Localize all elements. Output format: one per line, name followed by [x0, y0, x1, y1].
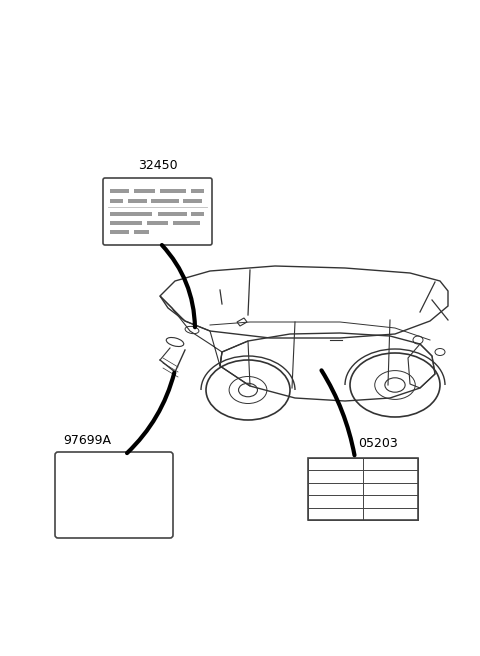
- Bar: [110, 221, 142, 225]
- Bar: [308, 458, 418, 520]
- Bar: [110, 199, 123, 203]
- Bar: [159, 190, 186, 194]
- Bar: [110, 190, 129, 194]
- Bar: [134, 230, 149, 234]
- Text: 32450: 32450: [138, 159, 177, 172]
- FancyBboxPatch shape: [55, 452, 173, 538]
- Text: 05203: 05203: [358, 437, 398, 450]
- Bar: [110, 211, 152, 216]
- Bar: [128, 199, 147, 203]
- Bar: [191, 211, 204, 216]
- Bar: [151, 199, 179, 203]
- Bar: [134, 190, 156, 194]
- Bar: [110, 230, 129, 234]
- Bar: [191, 190, 204, 194]
- Bar: [173, 221, 200, 225]
- Text: 97699A: 97699A: [63, 434, 111, 447]
- FancyBboxPatch shape: [103, 178, 212, 245]
- Bar: [147, 221, 168, 225]
- Bar: [183, 199, 202, 203]
- Bar: [157, 211, 187, 216]
